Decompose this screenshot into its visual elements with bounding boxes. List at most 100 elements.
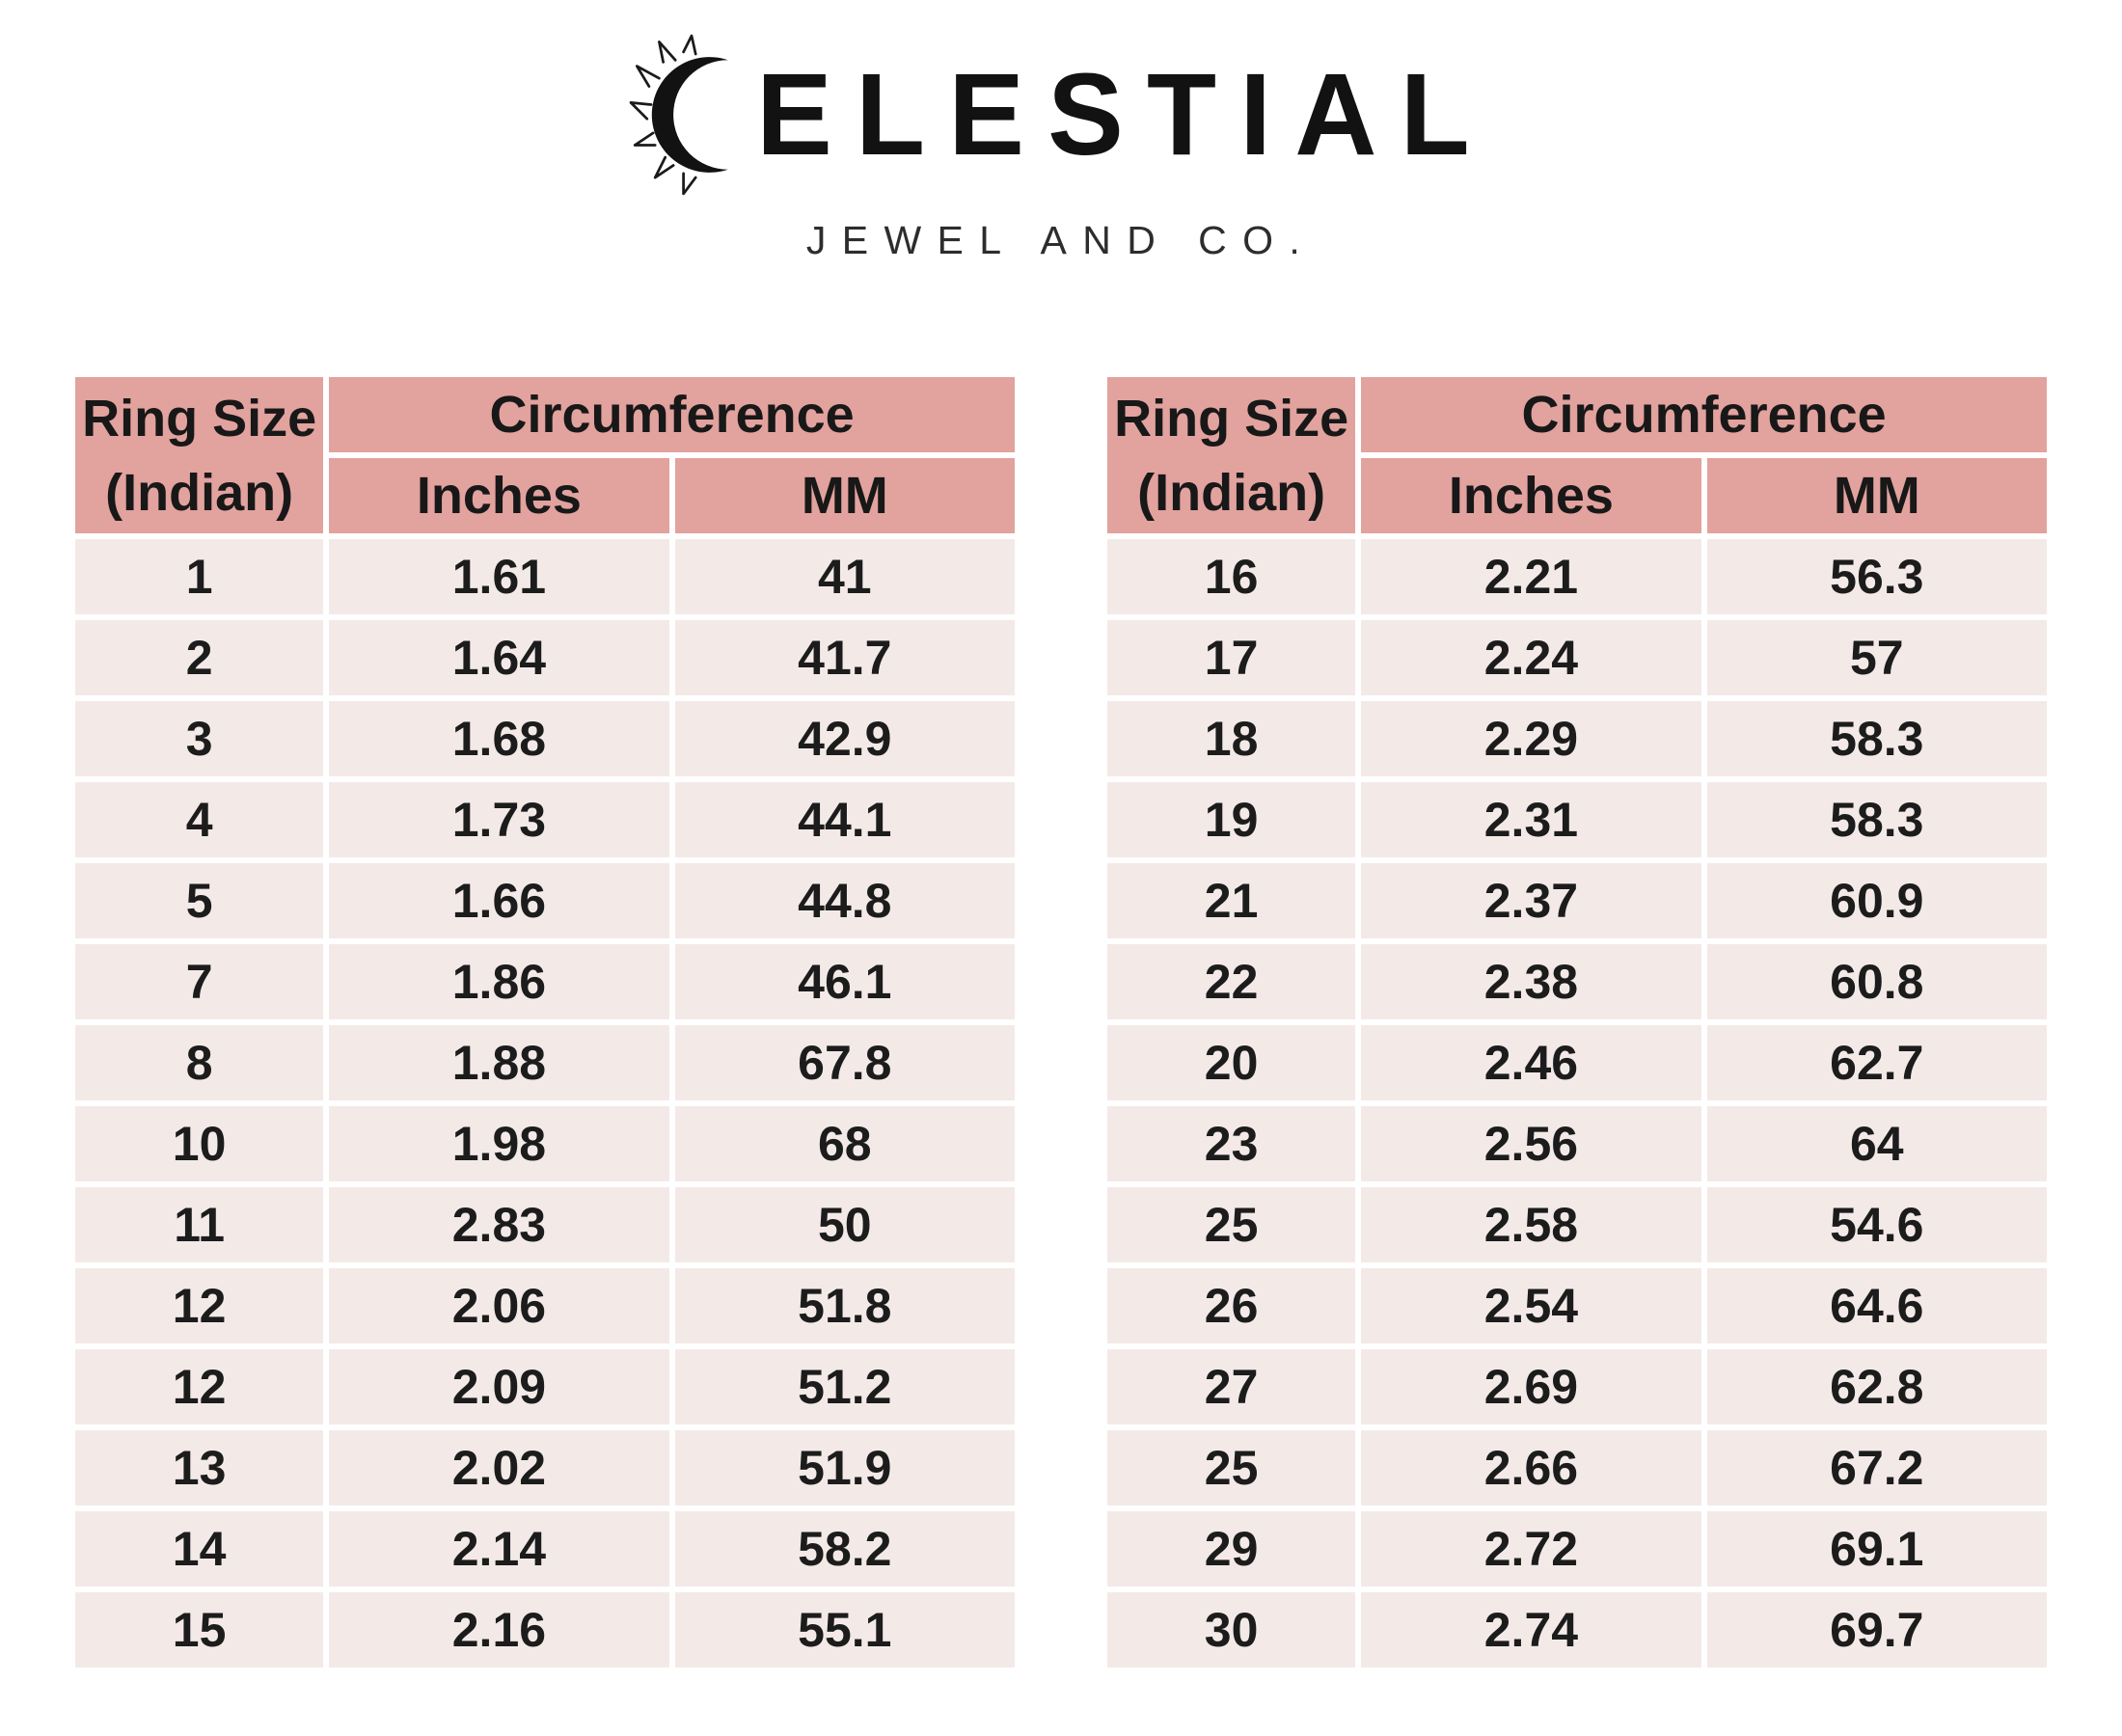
- table-cell-mm: 60.8: [1706, 944, 2047, 1019]
- table-cell-inches: 2.46: [1361, 1025, 1701, 1100]
- ring-size-table-left: Ring Size (Indian) Circumference Inches MM 1 1…: [75, 377, 1015, 1668]
- table-cell-ring-size: 30: [1107, 1592, 1356, 1668]
- brand-header: ELESTIAL JEWEL AND CO.: [0, 0, 2122, 263]
- table-cell-ring-size: 18: [1107, 701, 1356, 776]
- table-cell-mm: 51.8: [674, 1268, 1015, 1343]
- table-cell-inches: 1.61: [329, 539, 669, 614]
- table-cell-inches: 2.38: [1361, 944, 1701, 1019]
- table-cell-ring-size: 23: [1107, 1106, 1356, 1181]
- table-cell-mm: 69.1: [1706, 1511, 2047, 1587]
- table-cell-mm: 56.3: [1706, 539, 2047, 614]
- table-cell-ring-size: 3: [75, 701, 324, 776]
- table-cell-inches: 2.02: [329, 1430, 669, 1505]
- table-cell-ring-size: 17: [1107, 620, 1356, 695]
- table-cell-inches: 2.72: [1361, 1511, 1701, 1587]
- header-mm: MM: [1706, 458, 2047, 533]
- table-cell-mm: 58.2: [674, 1511, 1015, 1587]
- table-cell-inches: 1.88: [329, 1025, 669, 1100]
- table-cell-inches: 1.68: [329, 701, 669, 776]
- table-cell-ring-size: 25: [1107, 1187, 1356, 1262]
- table-cell-inches: 2.74: [1361, 1592, 1701, 1668]
- brand-tagline: JEWEL AND CO.: [805, 218, 1317, 262]
- table-cell-mm: 51.9: [674, 1430, 1015, 1505]
- table-cell-ring-size: 14: [75, 1511, 324, 1587]
- table-cell-mm: 51.2: [674, 1349, 1015, 1424]
- table-cell-ring-size: 1: [75, 539, 324, 614]
- table-cell-inches: 1.66: [329, 863, 669, 938]
- header-ring-size-line2: (Indian): [105, 463, 294, 522]
- header-ring-size-line1: Ring Size: [1114, 389, 1349, 448]
- header-ring-size: Ring Size (Indian): [1107, 377, 1356, 533]
- table-cell-ring-size: 22: [1107, 944, 1356, 1019]
- table-cell-ring-size: 21: [1107, 863, 1356, 938]
- table-cell-mm: 64.6: [1706, 1268, 2047, 1343]
- table-cell-ring-size: 16: [1107, 539, 1356, 614]
- table-cell-mm: 50: [674, 1187, 1015, 1262]
- table-cell-ring-size: 26: [1107, 1268, 1356, 1343]
- header-ring-size: Ring Size (Indian): [75, 377, 324, 533]
- table-cell-mm: 55.1: [674, 1592, 1015, 1668]
- header-circumference: Circumference: [1361, 377, 2047, 452]
- table-cell-inches: 2.37: [1361, 863, 1701, 938]
- table-cell-inches: 2.09: [329, 1349, 669, 1424]
- sun-crescent-icon: [629, 34, 728, 196]
- table-cell-ring-size: 27: [1107, 1349, 1356, 1424]
- table-cell-mm: 69.7: [1706, 1592, 2047, 1668]
- table-cell-ring-size: 5: [75, 863, 324, 938]
- table-cell-ring-size: 10: [75, 1106, 324, 1181]
- table-cell-inches: 1.86: [329, 944, 669, 1019]
- table-cell-ring-size: 8: [75, 1025, 324, 1100]
- table-cell-mm: 46.1: [674, 944, 1015, 1019]
- table-cell-mm: 41: [674, 539, 1015, 614]
- brand-wordmark: ELESTIAL: [756, 49, 1493, 180]
- ring-size-table-right: Ring Size (Indian) Circumference Inches MM 16…: [1107, 377, 2047, 1668]
- table-cell-inches: 2.56: [1361, 1106, 1701, 1181]
- table-cell-inches: 2.66: [1361, 1430, 1701, 1505]
- table-cell-mm: 64: [1706, 1106, 2047, 1181]
- table-cell-mm: 62.7: [1706, 1025, 2047, 1100]
- table-cell-mm: 54.6: [1706, 1187, 2047, 1262]
- table-cell-inches: 2.29: [1361, 701, 1701, 776]
- header-circumference: Circumference: [329, 377, 1015, 452]
- table-cell-ring-size: 11: [75, 1187, 324, 1262]
- table-cell-ring-size: 12: [75, 1349, 324, 1424]
- table-cell-mm: 60.9: [1706, 863, 2047, 938]
- table-cell-ring-size: 13: [75, 1430, 324, 1505]
- table-cell-inches: 2.58: [1361, 1187, 1701, 1262]
- table-cell-inches: 2.69: [1361, 1349, 1701, 1424]
- header-inches: Inches: [329, 458, 669, 533]
- logo: ELESTIAL: [0, 33, 2122, 197]
- table-cell-inches: 1.64: [329, 620, 669, 695]
- table-cell-inches: 2.16: [329, 1592, 669, 1668]
- table-cell-mm: 44.8: [674, 863, 1015, 938]
- table-cell-mm: 44.1: [674, 782, 1015, 857]
- size-tables: Ring Size (Indian) Circumference Inches MM 1 1…: [0, 377, 2122, 1668]
- table-cell-ring-size: 25: [1107, 1430, 1356, 1505]
- table-cell-inches: 1.73: [329, 782, 669, 857]
- header-inches: Inches: [1361, 458, 1701, 533]
- table-cell-inches: 2.06: [329, 1268, 669, 1343]
- table-cell-ring-size: 2: [75, 620, 324, 695]
- table-cell-inches: 1.98: [329, 1106, 669, 1181]
- table-cell-inches: 2.54: [1361, 1268, 1701, 1343]
- header-ring-size-line1: Ring Size: [82, 389, 317, 448]
- table-cell-inches: 2.24: [1361, 620, 1701, 695]
- table-cell-mm: 42.9: [674, 701, 1015, 776]
- header-ring-size-line2: (Indian): [1137, 463, 1326, 522]
- table-cell-ring-size: 20: [1107, 1025, 1356, 1100]
- table-cell-ring-size: 12: [75, 1268, 324, 1343]
- table-cell-mm: 58.3: [1706, 782, 2047, 857]
- table-cell-ring-size: 19: [1107, 782, 1356, 857]
- table-cell-ring-size: 15: [75, 1592, 324, 1668]
- table-cell-inches: 2.21: [1361, 539, 1701, 614]
- table-cell-mm: 57: [1706, 620, 2047, 695]
- table-cell-mm: 58.3: [1706, 701, 2047, 776]
- table-cell-mm: 41.7: [674, 620, 1015, 695]
- table-cell-inches: 2.14: [329, 1511, 669, 1587]
- header-mm: MM: [674, 458, 1015, 533]
- table-cell-mm: 67.2: [1706, 1430, 2047, 1505]
- table-cell-mm: 62.8: [1706, 1349, 2047, 1424]
- table-cell-inches: 2.83: [329, 1187, 669, 1262]
- table-cell-ring-size: 7: [75, 944, 324, 1019]
